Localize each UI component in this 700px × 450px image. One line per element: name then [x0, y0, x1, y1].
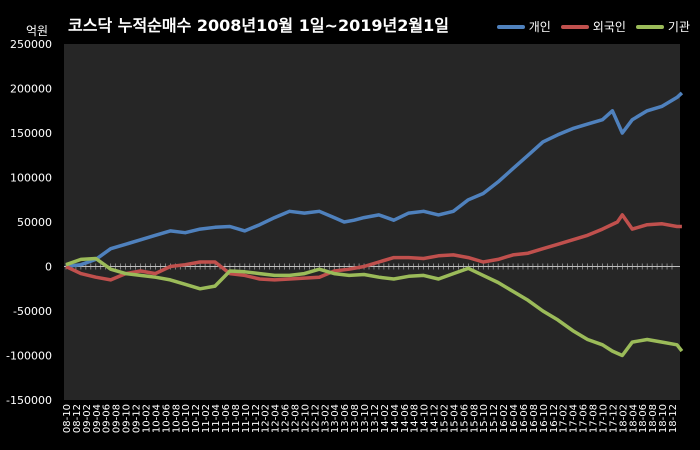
x-tick-label: 10-02: [141, 404, 152, 433]
legend-item-institution: 기관: [635, 18, 690, 35]
y-tick-label: -100000: [6, 350, 52, 363]
series-line-foreign: [65, 213, 682, 282]
x-tick-label: 16-04: [509, 404, 520, 433]
x-tick-label: 08-12: [72, 404, 83, 433]
y-axis-unit: 억원: [26, 24, 49, 38]
x-tick-label: 11-10: [241, 404, 252, 433]
y-tick-label: 50000: [17, 216, 52, 229]
x-tick-label: 15-10: [479, 404, 490, 433]
legend: 개인 외국인 기관: [496, 18, 690, 35]
x-tick-label: 18-12: [668, 404, 679, 433]
x-tick-label: 15-06: [459, 404, 470, 433]
x-tick-label: 14-04: [390, 404, 401, 433]
y-tick-label: 0: [45, 261, 52, 274]
y-tick-label: 250000: [10, 38, 52, 51]
x-tick-label: 11-04: [211, 404, 222, 433]
x-tick-label: 11-08: [231, 404, 242, 433]
x-tick-label: 17-08: [589, 404, 600, 433]
y-tick-label: 100000: [10, 172, 52, 185]
x-tick-label: 11-06: [221, 404, 232, 433]
legend-label-foreign: 외국인: [592, 20, 626, 34]
legend-item-individual: 개인: [496, 18, 551, 35]
x-tick-label: 18-10: [658, 404, 669, 433]
x-tick-label: 17-10: [598, 404, 609, 433]
x-tick-label: 09-02: [82, 404, 93, 433]
x-tick-label: 18-02: [618, 404, 629, 433]
x-tick-label: 13-04: [330, 404, 341, 433]
x-tick-label: 14-10: [420, 404, 431, 433]
legend-label-institution: 기관: [667, 20, 690, 34]
x-tick-label: 10-10: [181, 404, 192, 433]
x-tick-label: 17-06: [579, 404, 590, 433]
x-tick-label: 16-08: [529, 404, 540, 433]
legend-item-foreign: 외국인: [560, 18, 626, 35]
x-tick-label: 09-06: [102, 404, 113, 433]
x-tick-label: 16-06: [519, 404, 530, 433]
x-tick-label: 13-10: [360, 404, 371, 433]
x-tick-label: 09-04: [92, 404, 103, 433]
x-tick-label: 10-12: [191, 404, 202, 433]
x-tick-label: 14-02: [380, 404, 391, 433]
chart-title: 코스닥 누적순매수 2008년10월 1일~2019년2월1일: [68, 16, 449, 35]
plot-area: [64, 44, 680, 400]
x-tick-label: 12-08: [290, 404, 301, 433]
x-tick-label: 17-02: [559, 404, 570, 433]
series-lines: [65, 91, 684, 358]
series-line-institution: [65, 256, 684, 358]
x-tick-label: 15-02: [440, 404, 451, 433]
y-tick-label: 150000: [10, 127, 52, 140]
x-axis: 08-1008-1209-0209-0409-0609-0809-1009-12…: [62, 263, 679, 433]
x-tick-label: 15-08: [469, 404, 480, 433]
x-tick-label: 14-12: [430, 404, 441, 433]
legend-label-individual: 개인: [528, 20, 551, 34]
x-tick-label: 15-04: [449, 404, 460, 433]
y-tick-label: -150000: [6, 394, 52, 407]
y-tick-label: -50000: [13, 305, 52, 318]
x-tick-label: 17-12: [608, 404, 619, 433]
legend-swatch-institution: [635, 24, 664, 29]
y-tick-label: 200000: [10, 83, 52, 96]
x-tick-label: 13-08: [350, 404, 361, 433]
x-tick-label: 12-06: [281, 404, 292, 433]
x-tick-label: 14-08: [410, 404, 421, 433]
x-tick-label: 18-08: [648, 404, 659, 433]
x-tick-label: 09-08: [112, 404, 123, 433]
x-tick-label: 18-04: [628, 404, 639, 433]
legend-swatch-individual: [496, 24, 525, 29]
x-tick-label: 16-12: [549, 404, 560, 433]
x-tick-label: 12-12: [310, 404, 321, 433]
series-line-individual: [65, 91, 684, 269]
x-tick-label: 16-10: [539, 404, 550, 433]
x-tick-label: 17-04: [569, 404, 580, 433]
x-tick-label: 12-02: [261, 404, 272, 433]
x-tick-label: 12-04: [271, 404, 282, 433]
legend-swatch-foreign: [560, 24, 589, 29]
x-tick-label: 14-06: [400, 404, 411, 433]
x-tick-label: 10-06: [161, 404, 172, 433]
x-tick-label: 09-10: [122, 404, 133, 433]
x-tick-label: 10-08: [171, 404, 182, 433]
x-tick-label: 13-02: [320, 404, 331, 433]
x-tick-label: 10-04: [151, 404, 162, 433]
x-tick-label: 16-02: [499, 404, 510, 433]
x-tick-label: 12-10: [300, 404, 311, 433]
x-tick-label: 11-12: [251, 404, 262, 433]
x-tick-label: 08-10: [62, 404, 73, 433]
x-tick-label: 13-06: [340, 404, 351, 433]
x-tick-label: 13-12: [370, 404, 381, 433]
x-tick-label: 15-12: [489, 404, 500, 433]
x-tick-label: 11-02: [201, 404, 212, 433]
x-tick-label: 09-12: [132, 404, 143, 433]
x-tick-label: 18-06: [638, 404, 649, 433]
